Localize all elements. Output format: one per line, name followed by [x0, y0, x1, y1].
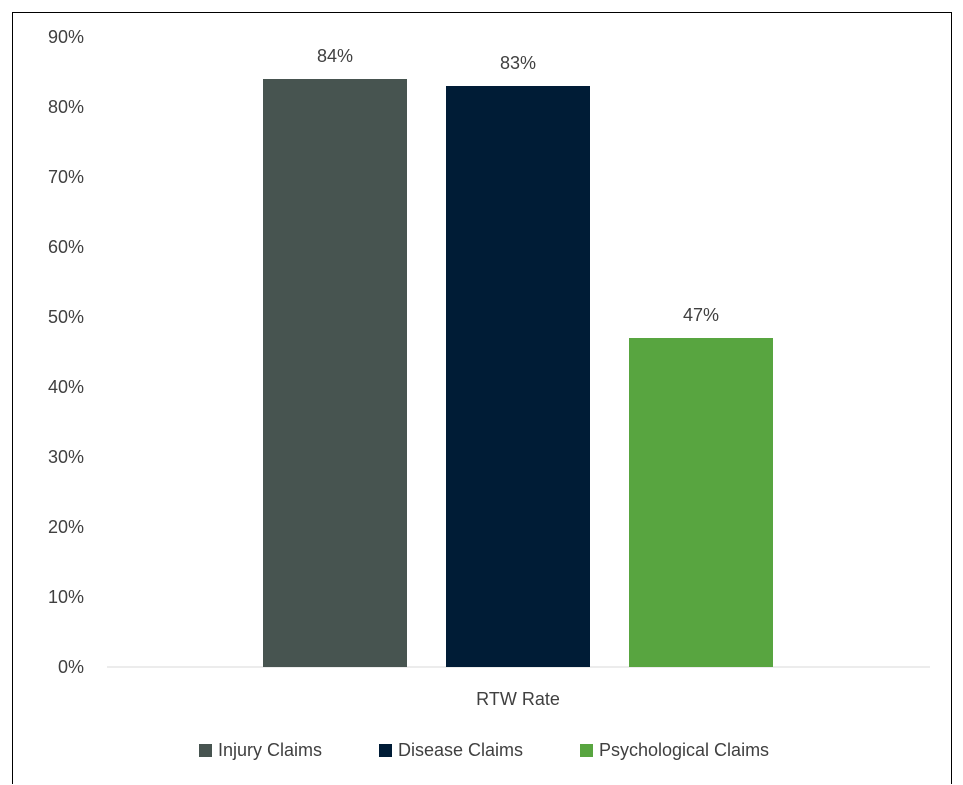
- y-tick-label: 40%: [48, 377, 84, 397]
- data-label: 83%: [500, 53, 536, 73]
- y-tick-label: 50%: [48, 307, 84, 327]
- legend-label: Injury Claims: [218, 740, 322, 760]
- x-category-label: RTW Rate: [476, 689, 560, 709]
- data-label: 84%: [317, 46, 353, 66]
- legend-swatch: [580, 744, 593, 757]
- y-axis-ticks: 0% 10% 20% 30% 40% 50% 60% 70% 80% 90%: [48, 27, 84, 677]
- legend-swatch: [379, 744, 392, 757]
- bar-disease-claims: [446, 86, 590, 667]
- y-tick-label: 30%: [48, 447, 84, 467]
- data-label: 47%: [683, 305, 719, 325]
- data-labels-group: 84% 83% 47%: [317, 46, 719, 325]
- y-tick-label: 80%: [48, 97, 84, 117]
- y-tick-label: 90%: [48, 27, 84, 47]
- legend-swatch: [199, 744, 212, 757]
- y-tick-label: 70%: [48, 167, 84, 187]
- legend: Injury Claims Disease Claims Psychological…: [199, 740, 769, 760]
- y-tick-label: 10%: [48, 587, 84, 607]
- bar-injury-claims: [263, 79, 407, 667]
- y-tick-label: 20%: [48, 517, 84, 537]
- legend-label: Disease Claims: [398, 740, 523, 760]
- y-tick-label: 0%: [58, 657, 84, 677]
- legend-label: Psychological Claims: [599, 740, 769, 760]
- bars-group: [263, 79, 773, 667]
- y-tick-label: 60%: [48, 237, 84, 257]
- bar-psychological-claims: [629, 338, 773, 667]
